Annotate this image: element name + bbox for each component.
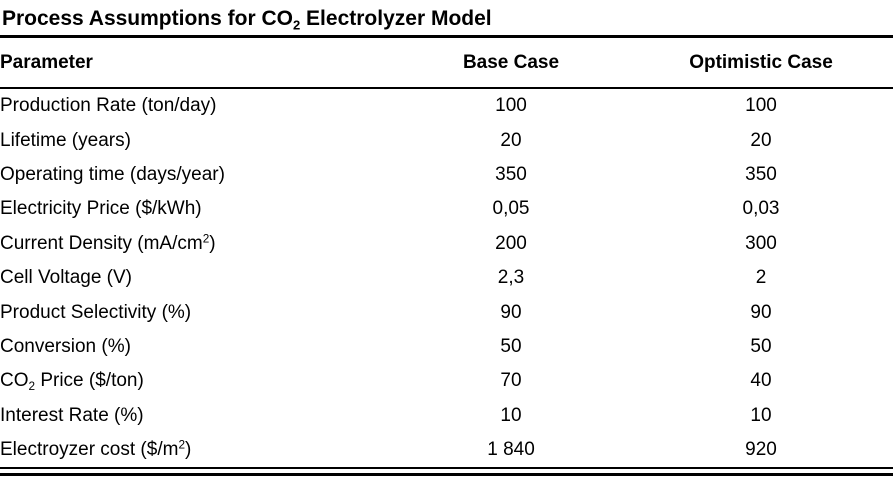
base-case-cell: 100 (495, 95, 527, 117)
base-case-cell: 70 (500, 370, 522, 392)
table-row: Lifetime (years) 20 20 (0, 123, 893, 157)
table-row: Electricity Price ($/kWh) 0,05 0,03 (0, 192, 893, 226)
optimistic-case-cell: 10 (750, 404, 772, 426)
table-row: Current Density (mA/cm2) 200 300 (0, 227, 893, 261)
table-row: Conversion (%) 50 50 (0, 330, 893, 364)
optimistic-case-cell: 350 (745, 163, 777, 185)
parameter-cell: Production Rate (ton/day) (0, 95, 217, 117)
optimistic-case-cell: 90 (750, 301, 772, 323)
table-row: Production Rate (ton/day) 100 100 (0, 88, 893, 123)
parameter-cell: Lifetime (years) (0, 129, 131, 151)
parameter-cell: Product Selectivity (%) (0, 301, 192, 323)
base-case-cell: 2,3 (497, 267, 525, 289)
table-header: Parameter Base Case Optimistic Case (0, 36, 893, 89)
optimistic-case-cell: 50 (750, 335, 772, 357)
parameter-cell: Current Density (mA/cm2) (0, 232, 216, 254)
process-assumptions-table: Parameter Base Case Optimistic Case Prod… (0, 35, 893, 470)
column-header-optimistic-case: Optimistic Case (629, 36, 893, 89)
optimistic-case-cell: 20 (750, 129, 772, 151)
header-row: Parameter Base Case Optimistic Case (0, 36, 893, 89)
optimistic-case-cell: 920 (629, 432, 893, 470)
optimistic-case-cell: 40 (750, 370, 772, 392)
parameter-cell: Electricity Price ($/kWh) (0, 198, 202, 220)
base-case-cell: 50 (500, 335, 522, 357)
base-case-cell: 90 (500, 301, 522, 323)
table-body: Production Rate (ton/day) 100 100 Lifetime … (0, 88, 893, 470)
base-case-cell: 0,05 (492, 198, 530, 220)
optimistic-case-cell: 2 (755, 267, 767, 289)
table-bottom-rule (0, 473, 893, 477)
base-case-cell: 1 840 (393, 432, 629, 470)
table-row: CO2 Price ($/ton) 70 40 (0, 364, 893, 398)
parameter-cell: Electroyzer cost ($/m2) (0, 432, 393, 470)
parameter-cell: Operating time (days/year) (0, 163, 225, 185)
parameter-cell: CO2 Price ($/ton) (0, 370, 144, 394)
table-row: Operating time (days/year) 350 350 (0, 158, 893, 192)
table-row: Electroyzer cost ($/m2) 1 840 920 (0, 432, 893, 470)
optimistic-case-cell: 300 (745, 232, 777, 254)
table-row: Product Selectivity (%) 90 90 (0, 295, 893, 329)
table-row: Interest Rate (%) 10 10 (0, 399, 893, 433)
base-case-cell: 350 (495, 163, 527, 185)
table-row: Cell Voltage (V) 2,3 2 (0, 261, 893, 295)
column-header-parameter: Parameter (0, 36, 393, 89)
table-title: Process Assumptions for CO2 Electrolyzer… (2, 7, 492, 33)
parameter-cell: Cell Voltage (V) (0, 267, 133, 289)
optimistic-case-cell: 0,03 (742, 198, 780, 220)
column-header-base-case: Base Case (393, 36, 629, 89)
base-case-cell: 20 (500, 129, 522, 151)
parameter-cell: Interest Rate (%) (0, 404, 144, 426)
base-case-cell: 10 (500, 404, 522, 426)
parameter-cell: Conversion (%) (0, 335, 131, 357)
optimistic-case-cell: 100 (745, 95, 777, 117)
base-case-cell: 200 (495, 232, 527, 254)
